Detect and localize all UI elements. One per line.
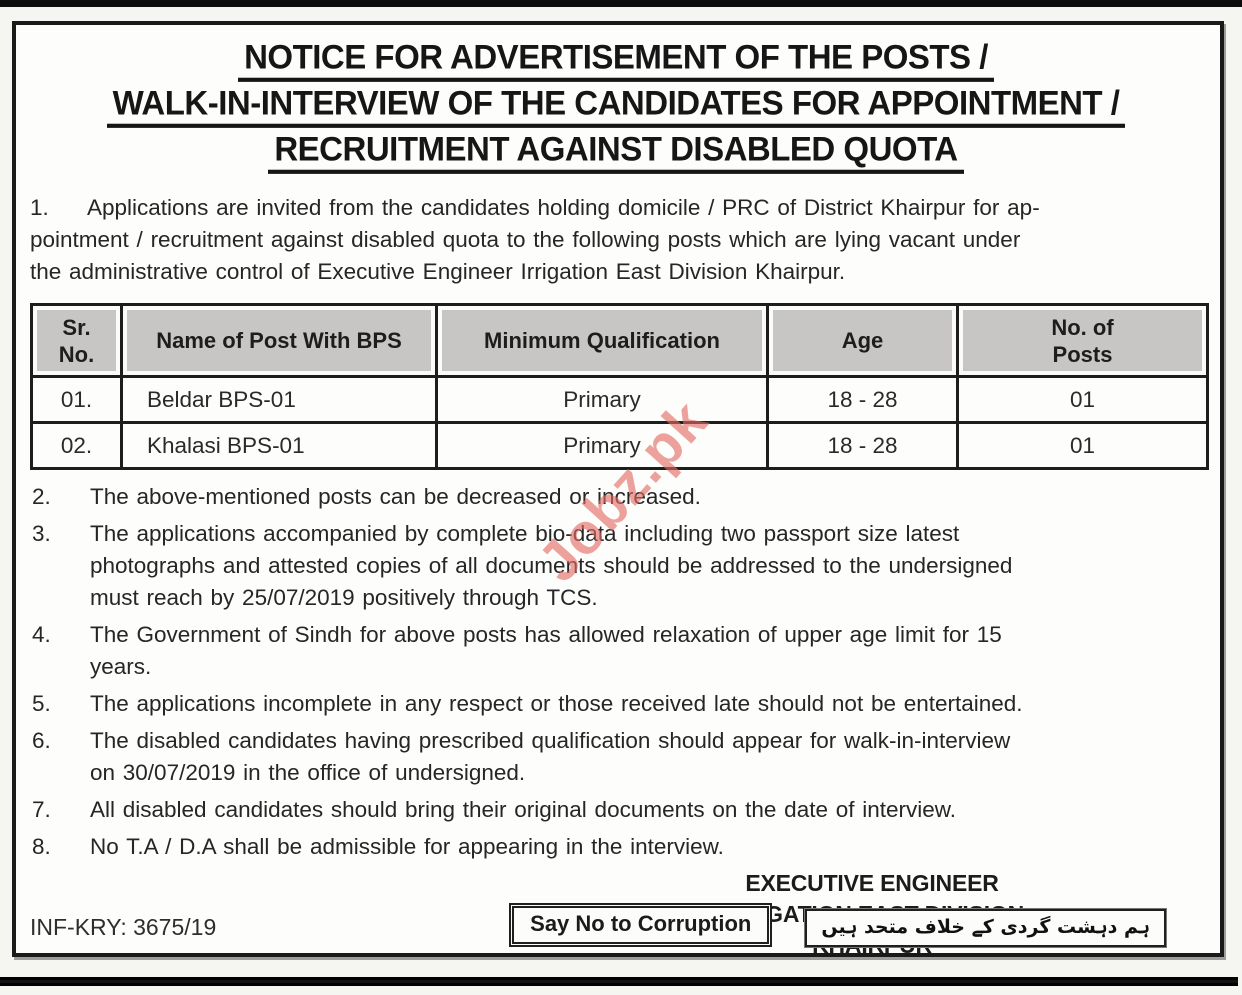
advertisement-ref-number: INF-KRY: 3675/19 <box>30 914 217 940</box>
cell-sr-no: 01. <box>30 375 123 424</box>
title-line-1-text: NOTICE FOR ADVERTISEMENT OF THE POSTS / <box>238 36 994 82</box>
table-row: 01. Beldar BPS-01 Primary 18 - 28 01 <box>30 375 1209 424</box>
header-sr-no: Sr. No. <box>30 303 123 378</box>
item-text: The applications accompanied by complete… <box>90 521 1013 610</box>
list-item: 4. The Government of Sindh for above post… <box>30 619 1202 683</box>
cell-post-name: Khalasi BPS-01 <box>120 421 438 470</box>
cell-age: 18 - 28 <box>766 421 959 470</box>
intro-text: Applications are invited from the candid… <box>30 195 1040 284</box>
cell-qualification: Primary <box>435 375 769 424</box>
footer-row: INF-KRY: 3675/19 Say No to Corruption ہم… <box>30 903 1202 947</box>
signature-line-title: EXECUTIVE ENGINEER <box>745 870 999 896</box>
notice-title: NOTICE FOR ADVERTISEMENT OF THE POSTS / … <box>30 37 1202 175</box>
list-item: 3. The applications accompanied by comple… <box>30 518 1202 614</box>
item-text: All disabled candidates should bring the… <box>90 797 957 822</box>
say-no-to-corruption-badge: Say No to Corruption <box>509 903 773 947</box>
item-text: The above-mentioned posts can be decreas… <box>90 484 701 509</box>
table-row: 02. Khalasi BPS-01 Primary 18 - 28 01 <box>30 421 1209 470</box>
header-no-of-posts: No. of Posts <box>956 303 1209 378</box>
list-item: 6. The disabled candidates having prescri… <box>30 725 1202 789</box>
item-number: 7. <box>32 797 51 822</box>
item-text: The applications incomplete in any respe… <box>90 691 1023 716</box>
header-qualification: Minimum Qualification <box>435 303 769 378</box>
item-text: No T.A / D.A shall be admissible for app… <box>90 834 724 859</box>
title-line-3-text: RECRUITMENT AGAINST DISABLED QUOTA <box>268 128 964 174</box>
title-line-3: RECRUITMENT AGAINST DISABLED QUOTA <box>30 129 1202 175</box>
cell-qualification: Primary <box>435 421 769 470</box>
item-text: The Government of Sindh for above posts … <box>90 622 1002 679</box>
header-post-name: Name of Post With BPS <box>120 303 438 378</box>
item-number: 4. <box>32 622 51 647</box>
item-number: 3. <box>32 521 51 546</box>
title-line-2: WALK-IN-INTERVIEW OF THE CANDIDATES FOR … <box>30 83 1202 129</box>
item-number: 6. <box>32 728 51 753</box>
cell-sr-no: 02. <box>30 421 123 470</box>
cell-post-name: Beldar BPS-01 <box>120 375 438 424</box>
conditions-list: 2. The above-mentioned posts can be decre… <box>30 481 1202 863</box>
item-number: 8. <box>32 834 51 859</box>
cell-no-of-posts: 01 <box>956 375 1209 424</box>
header-age: Age <box>766 303 959 378</box>
intro-paragraph: 1. Applications are invited from the cand… <box>30 192 1202 288</box>
table-header-row: Sr. No. Name of Post With BPS Minimum Qu… <box>30 303 1209 378</box>
bottom-divider-rule <box>0 977 1238 986</box>
urdu-slogan-badge: ہم دہشت گردی کے خلاف متحد ہیں <box>805 909 1166 947</box>
cell-age: 18 - 28 <box>766 375 959 424</box>
list-item: 5. The applications incomplete in any res… <box>30 688 1202 720</box>
item-number: 5. <box>32 691 51 716</box>
posts-table: Sr. No. Name of Post With BPS Minimum Qu… <box>30 303 1209 470</box>
list-item: 2. The above-mentioned posts can be decre… <box>30 481 1202 513</box>
notice-frame: NOTICE FOR ADVERTISEMENT OF THE POSTS / … <box>12 21 1224 958</box>
item-number: 2. <box>32 484 51 509</box>
cell-no-of-posts: 01 <box>956 421 1209 470</box>
title-line-2-text: WALK-IN-INTERVIEW OF THE CANDIDATES FOR … <box>106 82 1126 128</box>
top-divider-rule <box>0 0 1242 7</box>
list-item: 7. All disabled candidates should bring t… <box>30 794 1202 826</box>
list-item: 8. No T.A / D.A shall be admissible for a… <box>30 831 1202 863</box>
intro-number: 1. <box>30 195 49 220</box>
title-line-1: NOTICE FOR ADVERTISEMENT OF THE POSTS / <box>30 37 1202 83</box>
item-text: The disabled candidates having prescribe… <box>90 728 1011 785</box>
